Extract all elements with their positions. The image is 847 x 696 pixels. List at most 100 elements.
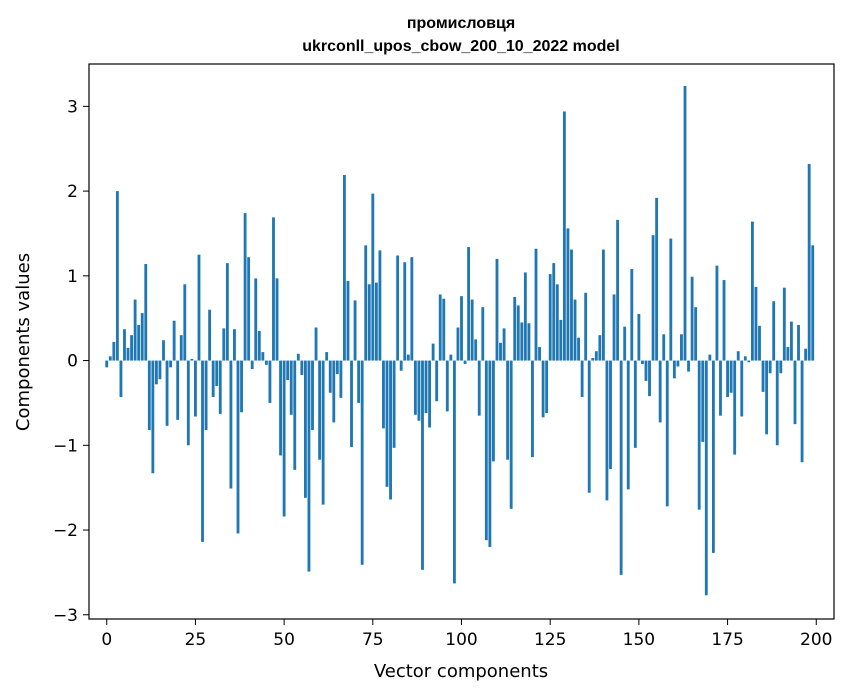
bar-185 xyxy=(761,360,765,392)
bar-55 xyxy=(300,360,304,375)
chart-title-line1: промисловця xyxy=(407,15,515,32)
bar-53 xyxy=(293,360,297,470)
bar-20 xyxy=(176,360,180,420)
bar-24 xyxy=(190,358,194,361)
bar-38 xyxy=(240,360,243,413)
bar-138 xyxy=(594,351,598,361)
bar-10 xyxy=(140,313,144,361)
bar-48 xyxy=(275,278,279,361)
bar-120 xyxy=(531,360,534,458)
bar-192 xyxy=(786,347,790,361)
bar-61 xyxy=(321,360,325,505)
bar-150 xyxy=(637,313,641,361)
bar-166 xyxy=(694,307,698,361)
bar-132 xyxy=(573,299,577,361)
bar-136 xyxy=(587,360,591,493)
bar-86 xyxy=(410,257,414,361)
bar-29 xyxy=(208,309,212,361)
bar-125 xyxy=(548,274,552,361)
bar-123 xyxy=(541,360,545,418)
y-tick-label-2: 2 xyxy=(67,182,78,202)
bar-4 xyxy=(119,360,123,397)
bar-177 xyxy=(733,360,737,455)
bar-151 xyxy=(641,360,644,364)
bar-187 xyxy=(768,360,772,374)
bar-176 xyxy=(729,360,733,393)
bar-97 xyxy=(449,354,453,361)
bar-75 xyxy=(371,193,375,361)
bar-63 xyxy=(328,360,332,393)
bar-57 xyxy=(307,360,311,572)
bar-157 xyxy=(662,334,666,361)
bar-129 xyxy=(562,111,566,361)
bar-22 xyxy=(183,284,187,361)
bar-191 xyxy=(782,287,786,361)
bar-134 xyxy=(580,360,584,397)
bar-2 xyxy=(112,341,116,361)
bar-74 xyxy=(367,284,371,361)
bar-71 xyxy=(357,360,361,403)
bar-170 xyxy=(708,354,712,361)
bar-39 xyxy=(243,213,247,361)
bar-27 xyxy=(201,360,204,542)
y-tick-label-1: 1 xyxy=(67,267,78,287)
bar-88 xyxy=(417,360,421,421)
bar-147 xyxy=(626,360,630,490)
bar-101 xyxy=(463,360,467,364)
bar-60 xyxy=(318,360,322,460)
y-axis-label: Components values xyxy=(13,253,34,431)
bar-15 xyxy=(158,360,162,380)
x-axis-ticks: 0 25 50 75 100 125 150 175 200 xyxy=(101,619,832,650)
bar-108 xyxy=(488,360,492,547)
bar-51 xyxy=(286,360,290,381)
bar-175 xyxy=(726,360,729,397)
bar-58 xyxy=(311,360,314,431)
bar-62 xyxy=(325,352,329,361)
bar-92 xyxy=(431,343,435,361)
bar-72 xyxy=(360,360,364,565)
bar-183 xyxy=(754,286,758,361)
bar-23 xyxy=(186,360,190,446)
bar-26 xyxy=(197,254,201,361)
bar-41 xyxy=(250,360,254,370)
bar-121 xyxy=(534,248,538,361)
bar-65 xyxy=(335,360,339,375)
x-axis-label: Vector components xyxy=(374,661,548,682)
bar-103 xyxy=(470,299,474,361)
bar-59 xyxy=(314,327,318,361)
bar-188 xyxy=(772,301,776,361)
bar-107 xyxy=(484,360,488,541)
bar-37 xyxy=(236,360,240,534)
bar-31 xyxy=(215,360,219,386)
bar-73 xyxy=(364,245,368,361)
bar-66 xyxy=(339,360,343,398)
bar-68 xyxy=(346,280,350,361)
bar-90 xyxy=(424,360,428,414)
bar-9 xyxy=(137,324,141,361)
bar-5 xyxy=(123,329,126,361)
bar-180 xyxy=(743,356,747,361)
bar-19 xyxy=(172,320,176,361)
bar-82 xyxy=(396,255,400,361)
bar-44 xyxy=(261,352,265,361)
bar-126 xyxy=(552,263,556,361)
bar-45 xyxy=(264,360,268,365)
bar-69 xyxy=(350,360,353,447)
bar-118 xyxy=(523,272,527,361)
bar-6 xyxy=(126,347,130,361)
bar-84 xyxy=(403,262,407,361)
bar-128 xyxy=(559,319,563,361)
bar-145 xyxy=(619,360,623,575)
bar-13 xyxy=(151,360,155,474)
plot-frame xyxy=(88,63,835,620)
bar-56 xyxy=(303,360,307,498)
bar-135 xyxy=(584,292,588,361)
bar-155 xyxy=(655,197,659,361)
bar-153 xyxy=(648,360,651,397)
bar-104 xyxy=(474,339,478,361)
bar-42 xyxy=(254,278,258,361)
bar-162 xyxy=(680,334,683,361)
bar-100 xyxy=(460,296,463,361)
bar-95 xyxy=(442,298,446,361)
bar-167 xyxy=(697,360,701,510)
